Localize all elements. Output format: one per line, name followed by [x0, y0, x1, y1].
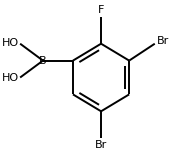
Text: B: B — [39, 56, 47, 66]
Text: Br: Br — [157, 36, 169, 46]
Text: F: F — [98, 4, 104, 15]
Text: HO: HO — [2, 38, 19, 48]
Text: HO: HO — [2, 73, 19, 83]
Text: Br: Br — [95, 140, 107, 151]
